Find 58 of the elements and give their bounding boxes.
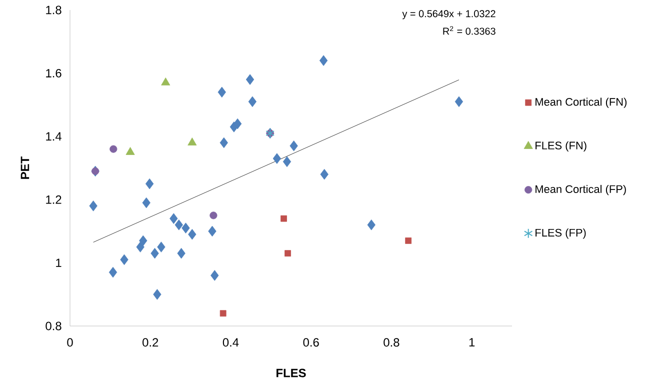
point xyxy=(246,74,254,85)
point xyxy=(174,220,183,230)
point xyxy=(282,156,292,168)
point xyxy=(405,237,412,244)
point xyxy=(89,200,98,212)
point xyxy=(120,254,128,266)
point xyxy=(177,248,186,259)
point xyxy=(161,77,170,86)
point xyxy=(139,235,148,246)
point xyxy=(220,137,228,148)
annotation: y = 0.5649x + 1.0322 xyxy=(402,10,496,20)
annotation: R$^{2}$ = 0.3363 xyxy=(443,26,496,35)
point xyxy=(188,138,197,146)
point xyxy=(126,147,135,155)
point xyxy=(145,178,154,190)
legend-label: Mean Cortical (FP) xyxy=(536,184,626,196)
point xyxy=(110,145,118,153)
point xyxy=(150,248,159,259)
legend-label: Mean Cortical (FN) xyxy=(536,98,627,108)
legend-label: FLES (FP) xyxy=(536,228,586,239)
y-tick-label: 0.8 xyxy=(46,322,62,330)
y-tick-label: 1.4 xyxy=(46,132,62,141)
x-axis-title: FLES xyxy=(276,368,306,378)
point xyxy=(218,86,226,98)
point xyxy=(153,289,162,300)
x-tick-label: 0.8 xyxy=(384,338,400,347)
point xyxy=(233,118,242,130)
x-tick-label: 0.2 xyxy=(142,338,158,347)
legend-label: FLES (FN) xyxy=(536,141,586,152)
point xyxy=(170,213,178,224)
y-axis-title: PET xyxy=(20,156,30,179)
point xyxy=(248,96,257,108)
point xyxy=(220,310,226,317)
x-tick-label: 0.6 xyxy=(303,338,319,347)
point xyxy=(454,96,464,108)
y-tick-label: 1.2 xyxy=(46,195,62,204)
y-tick-label: 1.8 xyxy=(46,6,62,14)
point xyxy=(280,215,287,222)
point xyxy=(208,226,216,237)
point xyxy=(319,55,328,66)
x-tick-label: 1 xyxy=(469,338,475,346)
point xyxy=(320,168,328,180)
point xyxy=(367,220,376,230)
point xyxy=(210,212,218,220)
point xyxy=(290,140,298,152)
point xyxy=(108,266,118,278)
point xyxy=(142,197,150,208)
point xyxy=(272,153,282,164)
point xyxy=(188,228,196,240)
point xyxy=(210,270,219,281)
point xyxy=(136,242,144,252)
y-tick-label: 1.6 xyxy=(46,68,62,78)
point xyxy=(284,250,291,257)
x-tick-label: 0 xyxy=(67,338,73,347)
x-tick-label: 0.4 xyxy=(222,338,239,347)
point xyxy=(182,222,190,234)
y-tick-label: 1 xyxy=(56,258,62,267)
point xyxy=(157,242,166,252)
